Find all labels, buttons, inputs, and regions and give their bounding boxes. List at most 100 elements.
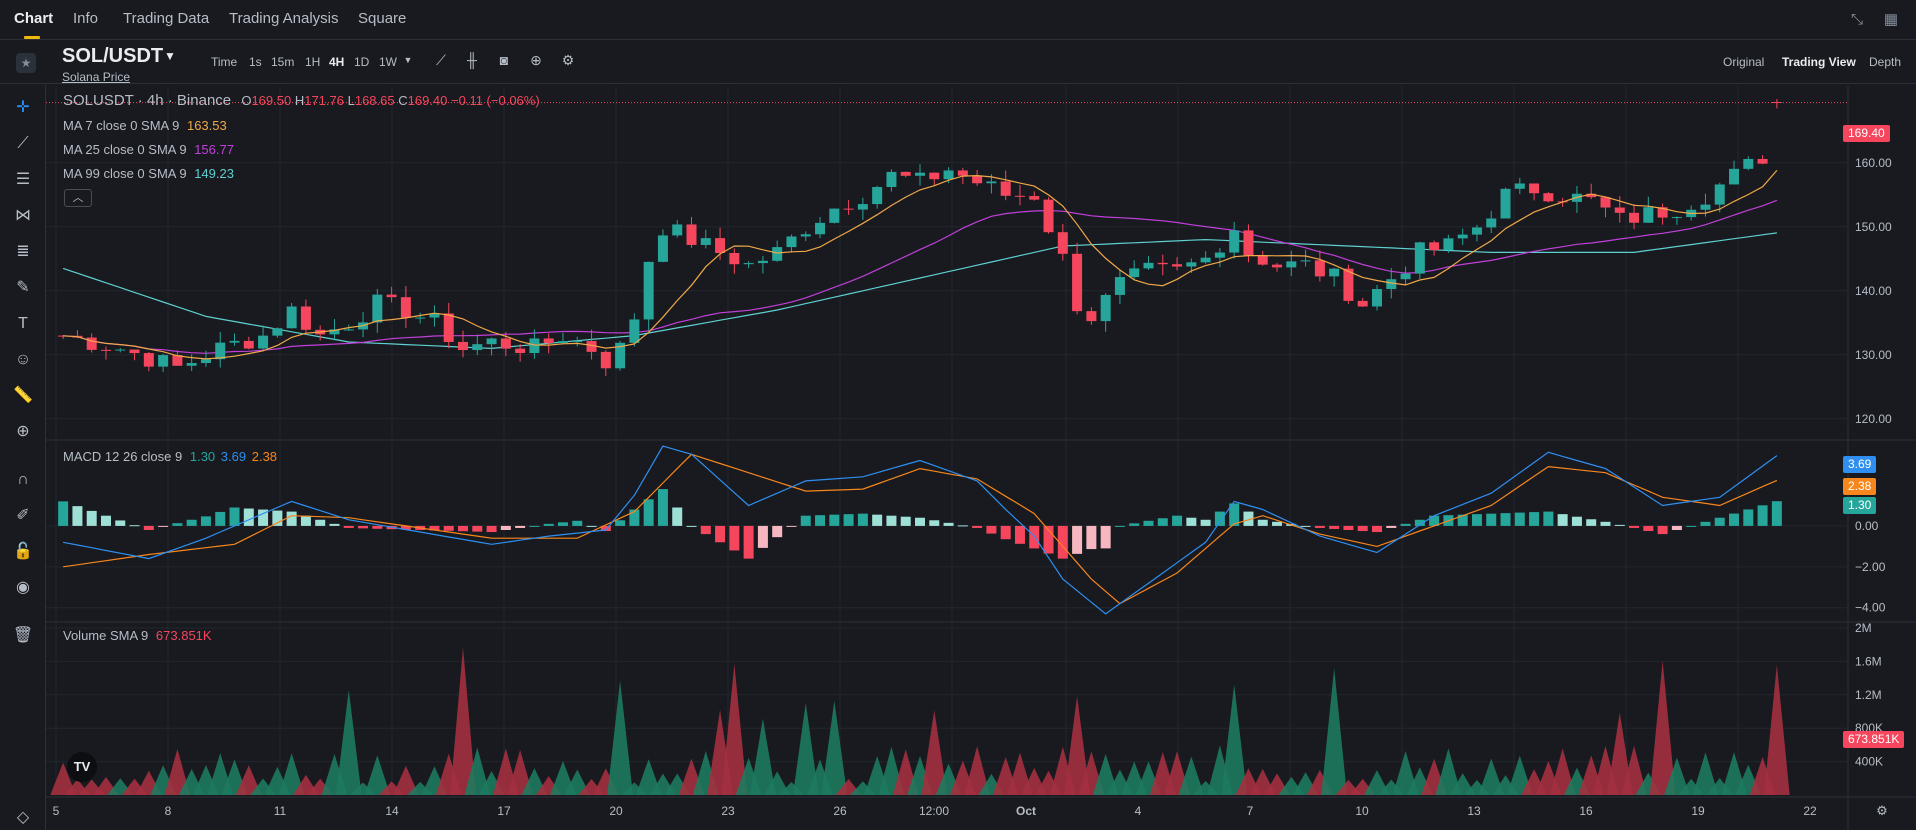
- macd-histogram-bar: [757, 525, 768, 548]
- tab-square[interactable]: Square: [358, 10, 407, 27]
- legend-collapse-button[interactable]: ︿: [64, 189, 92, 207]
- lock-icon[interactable]: 🔓: [13, 543, 33, 560]
- volume-area: [1364, 770, 1390, 795]
- time-tick-label: 17: [497, 804, 511, 818]
- timeframe-1h[interactable]: 1H: [305, 55, 321, 69]
- fib-icon[interactable]: ≣: [16, 243, 30, 260]
- ohlc-high-value: 171.76: [304, 93, 344, 108]
- timeframe-4h[interactable]: 4H: [329, 55, 345, 69]
- favorite-star-icon[interactable]: ★: [16, 53, 36, 73]
- timeframe-1d[interactable]: 1D: [354, 55, 370, 69]
- settings-icon[interactable]: ⚙: [561, 52, 575, 68]
- emoji-icon[interactable]: ☺: [14, 351, 32, 368]
- trend-line-icon[interactable]: ⟋: [17, 135, 29, 152]
- ruler-icon[interactable]: 📏: [13, 387, 33, 404]
- candle-body: [586, 341, 597, 352]
- macd-histogram-bar: [1300, 525, 1311, 527]
- crosshair-icon[interactable]: ✛: [16, 99, 30, 116]
- timeframe-1s[interactable]: 1s: [249, 55, 262, 69]
- trash-icon[interactable]: 🗑: [12, 627, 34, 644]
- timeframe-1w[interactable]: 1W: [379, 55, 397, 69]
- volume-label: Volume SMA 9: [63, 628, 149, 643]
- candle-body: [886, 171, 897, 187]
- candle-body: [1114, 277, 1125, 295]
- pair-selector[interactable]: SOL/USDT: [62, 45, 164, 67]
- candle-body: [229, 340, 240, 343]
- tab-chart[interactable]: Chart: [14, 10, 54, 27]
- pattern-icon[interactable]: ⋈: [15, 207, 31, 224]
- pencil-lock-icon[interactable]: ✐: [16, 507, 30, 524]
- candle-body: [243, 340, 254, 349]
- macd-histogram-bar: [600, 525, 611, 532]
- camera-icon[interactable]: ◙: [499, 52, 509, 68]
- chevron-down-icon[interactable]: ▼: [164, 49, 176, 63]
- eye-icon[interactable]: ◉: [16, 579, 30, 596]
- view-original[interactable]: Original: [1723, 55, 1765, 69]
- macd-histogram-bar: [1057, 525, 1068, 559]
- macd-line: [62, 445, 1778, 615]
- tab-trading-data[interactable]: Trading Data: [123, 10, 210, 27]
- macd-histogram-bar: [258, 509, 269, 526]
- candle-style-icon[interactable]: ╫: [467, 52, 477, 68]
- magnet-icon[interactable]: ∩: [17, 471, 29, 488]
- zoom-icon[interactable]: ⊕: [16, 423, 30, 440]
- text-icon[interactable]: T: [18, 315, 28, 332]
- timeframe-time[interactable]: Time: [211, 55, 238, 69]
- collapse-icon[interactable]: ⤡: [1850, 11, 1863, 28]
- macd-histogram-bar: [1457, 514, 1468, 526]
- macd-signal-line: [63, 453, 1778, 605]
- candle-body: [429, 313, 440, 318]
- tab-info[interactable]: Info: [73, 10, 99, 27]
- candle-body: [1514, 183, 1525, 189]
- time-tick-label: 5: [53, 804, 60, 818]
- macd-histogram-bar: [900, 516, 911, 526]
- add-icon[interactable]: ⊕: [530, 52, 542, 68]
- candle-body: [1329, 268, 1340, 277]
- volume-area: [1764, 664, 1790, 795]
- macd-histogram-bar: [1471, 514, 1482, 526]
- candle-body: [1229, 230, 1240, 253]
- macd-line-value: 3.69: [220, 449, 247, 464]
- volume-area: [635, 759, 662, 795]
- time-tick-label: Oct: [1016, 804, 1036, 818]
- macd-histogram-bar: [1571, 516, 1582, 526]
- macd-histogram-bar: [1200, 519, 1211, 526]
- macd-histogram-bar: [243, 508, 254, 526]
- pair-subtitle-link[interactable]: Solana Price: [62, 70, 131, 84]
- macd-histogram-bar: [1629, 525, 1640, 528]
- candle-body: [800, 234, 811, 237]
- macd-histogram-bar: [1771, 501, 1782, 526]
- macd-histogram-bar: [172, 523, 183, 526]
- timeframe-dropdown-icon[interactable]: ▼: [403, 55, 413, 65]
- macd-histogram-bar: [1257, 519, 1268, 526]
- view-trading-view[interactable]: Trading View: [1782, 55, 1856, 69]
- horizontal-lines-icon[interactable]: ☰: [15, 171, 31, 188]
- layers-icon[interactable]: ◇: [16, 809, 30, 826]
- time-tick-label: 10: [1355, 804, 1369, 818]
- candle-body: [1414, 242, 1425, 274]
- time-tick-label: 4: [1135, 804, 1142, 818]
- volume-area: [1321, 668, 1348, 795]
- indicators-icon[interactable]: ⟋: [436, 52, 446, 68]
- macd-histogram-bar: [1272, 521, 1283, 526]
- candle-body: [900, 171, 911, 176]
- candle-body: [1771, 102, 1782, 103]
- macd-tick-label: −2.00: [1855, 560, 1886, 574]
- axis-settings-icon: ⚙: [1876, 804, 1888, 819]
- timeframe-15m[interactable]: 15m: [271, 55, 295, 69]
- volume-area: [164, 749, 191, 795]
- macd-histogram-bar: [1343, 525, 1354, 530]
- candle-body: [729, 252, 740, 265]
- tab-trading-analysis[interactable]: Trading Analysis: [229, 10, 339, 27]
- grid-layout-icon[interactable]: ▦: [1883, 11, 1899, 28]
- macd-tick-label: 0.00: [1855, 519, 1879, 533]
- ma25-legend: MA 25 close 0 SMA 9 156.77: [63, 142, 234, 157]
- brush-icon[interactable]: ✎: [16, 279, 30, 296]
- view-depth[interactable]: Depth: [1869, 55, 1902, 69]
- volume-tick-label: 1.6M: [1855, 654, 1882, 668]
- time-tick-label: 16: [1579, 804, 1593, 818]
- volume-tick-label: 1.2M: [1855, 688, 1882, 702]
- macd-histogram-bar: [1486, 513, 1497, 526]
- candle-body: [1129, 268, 1140, 278]
